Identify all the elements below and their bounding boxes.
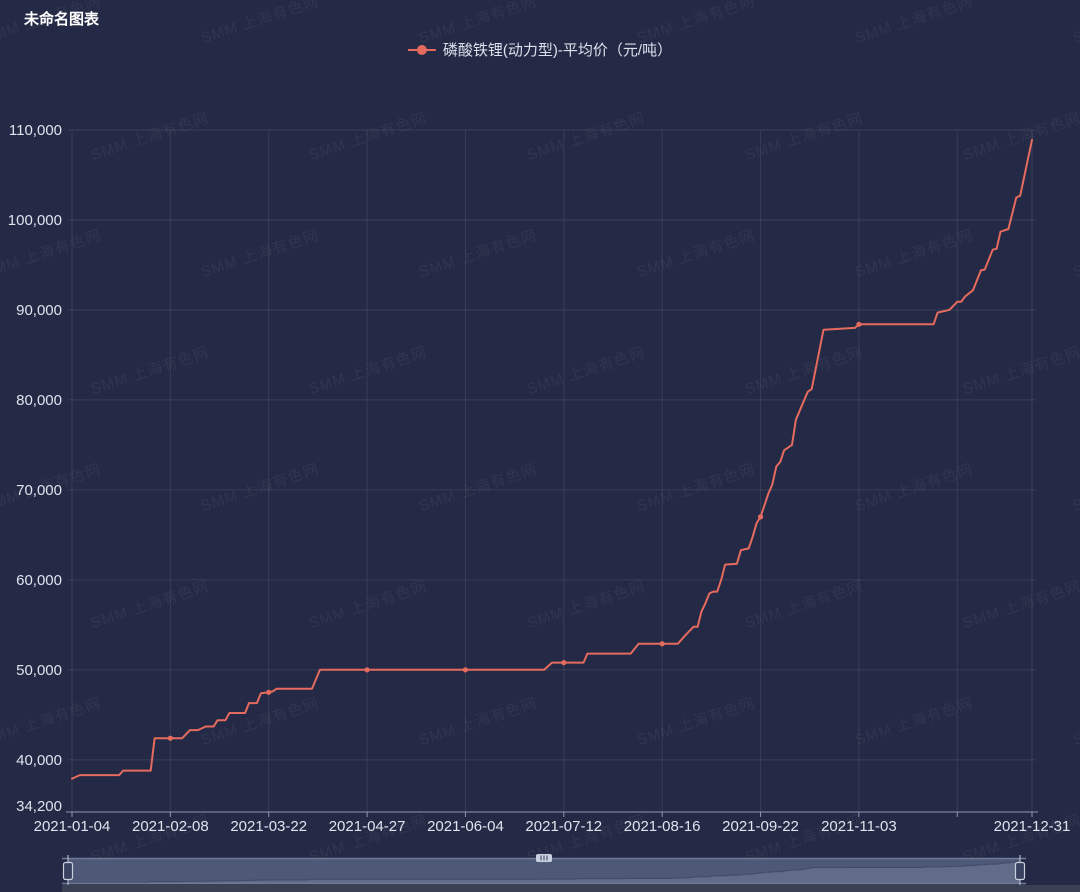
legend-label: 磷酸铁锂(动力型)-平均价（元/吨） (442, 42, 673, 59)
svg-text:50,000: 50,000 (16, 662, 62, 679)
svg-text:2021-04-27: 2021-04-27 (329, 818, 406, 835)
horizontal-scrollbar[interactable] (62, 885, 1080, 892)
legend-item-series[interactable]: 磷酸铁锂(动力型)-平均价（元/吨） (407, 39, 673, 60)
x-axis (66, 811, 1038, 817)
grid-lines (68, 129, 1036, 812)
svg-text:2021-12-31: 2021-12-31 (994, 818, 1071, 835)
data-point-dot[interactable] (462, 667, 469, 673)
svg-text:2021-01-04: 2021-01-04 (34, 818, 111, 835)
svg-text:2021-11-03: 2021-11-03 (821, 818, 897, 835)
datazoom-handle-right[interactable] (1014, 855, 1026, 887)
legend-line-dot-icon (407, 44, 436, 55)
datazoom-center-grip[interactable] (536, 854, 552, 862)
svg-text:2021-08-16: 2021-08-16 (624, 818, 701, 835)
x-axis-labels: 2021-01-04 2021-02-08 2021-03-22 2021-04-27… (34, 818, 1071, 835)
data-point-dot[interactable] (266, 689, 272, 695)
datazoom-handle-left[interactable] (62, 855, 74, 887)
svg-text:60,000: 60,000 (16, 572, 62, 589)
data-point-dot[interactable] (364, 667, 370, 673)
datazoom-shadow-line (67, 860, 1021, 884)
data-point-dot[interactable] (856, 321, 862, 327)
svg-text:2021-07-12: 2021-07-12 (525, 818, 602, 835)
datazoom-slider[interactable] (62, 854, 1026, 887)
svg-text:90,000: 90,000 (16, 302, 62, 319)
svg-text:2021-09-22: 2021-09-22 (722, 818, 799, 835)
data-point-dot[interactable] (561, 660, 567, 666)
datazoom-data-shadow (68, 861, 1020, 884)
svg-text:34,200: 34,200 (16, 798, 62, 815)
svg-text:70,000: 70,000 (16, 482, 62, 499)
data-point-dot[interactable] (757, 514, 764, 520)
svg-text:80,000: 80,000 (16, 392, 62, 409)
chart-title: 未命名图表 (24, 11, 100, 28)
y-axis-labels: 34,200 40,000 50,000 60,000 70,000 80,000 90,0… (8, 122, 62, 815)
svg-text:110,000: 110,000 (9, 122, 62, 139)
series-line-lfp-average-price[interactable] (71, 138, 1033, 780)
datazoom-selected-range[interactable] (68, 858, 1020, 884)
svg-text:2021-06-04: 2021-06-04 (427, 818, 504, 835)
svg-text:100,000: 100,000 (8, 212, 62, 229)
data-point-dot[interactable] (167, 735, 173, 741)
data-point-dot[interactable] (659, 641, 665, 647)
svg-text:40,000: 40,000 (16, 752, 62, 769)
svg-text:2021-02-08: 2021-02-08 (132, 818, 209, 835)
svg-text:2021-03-22: 2021-03-22 (230, 818, 307, 835)
